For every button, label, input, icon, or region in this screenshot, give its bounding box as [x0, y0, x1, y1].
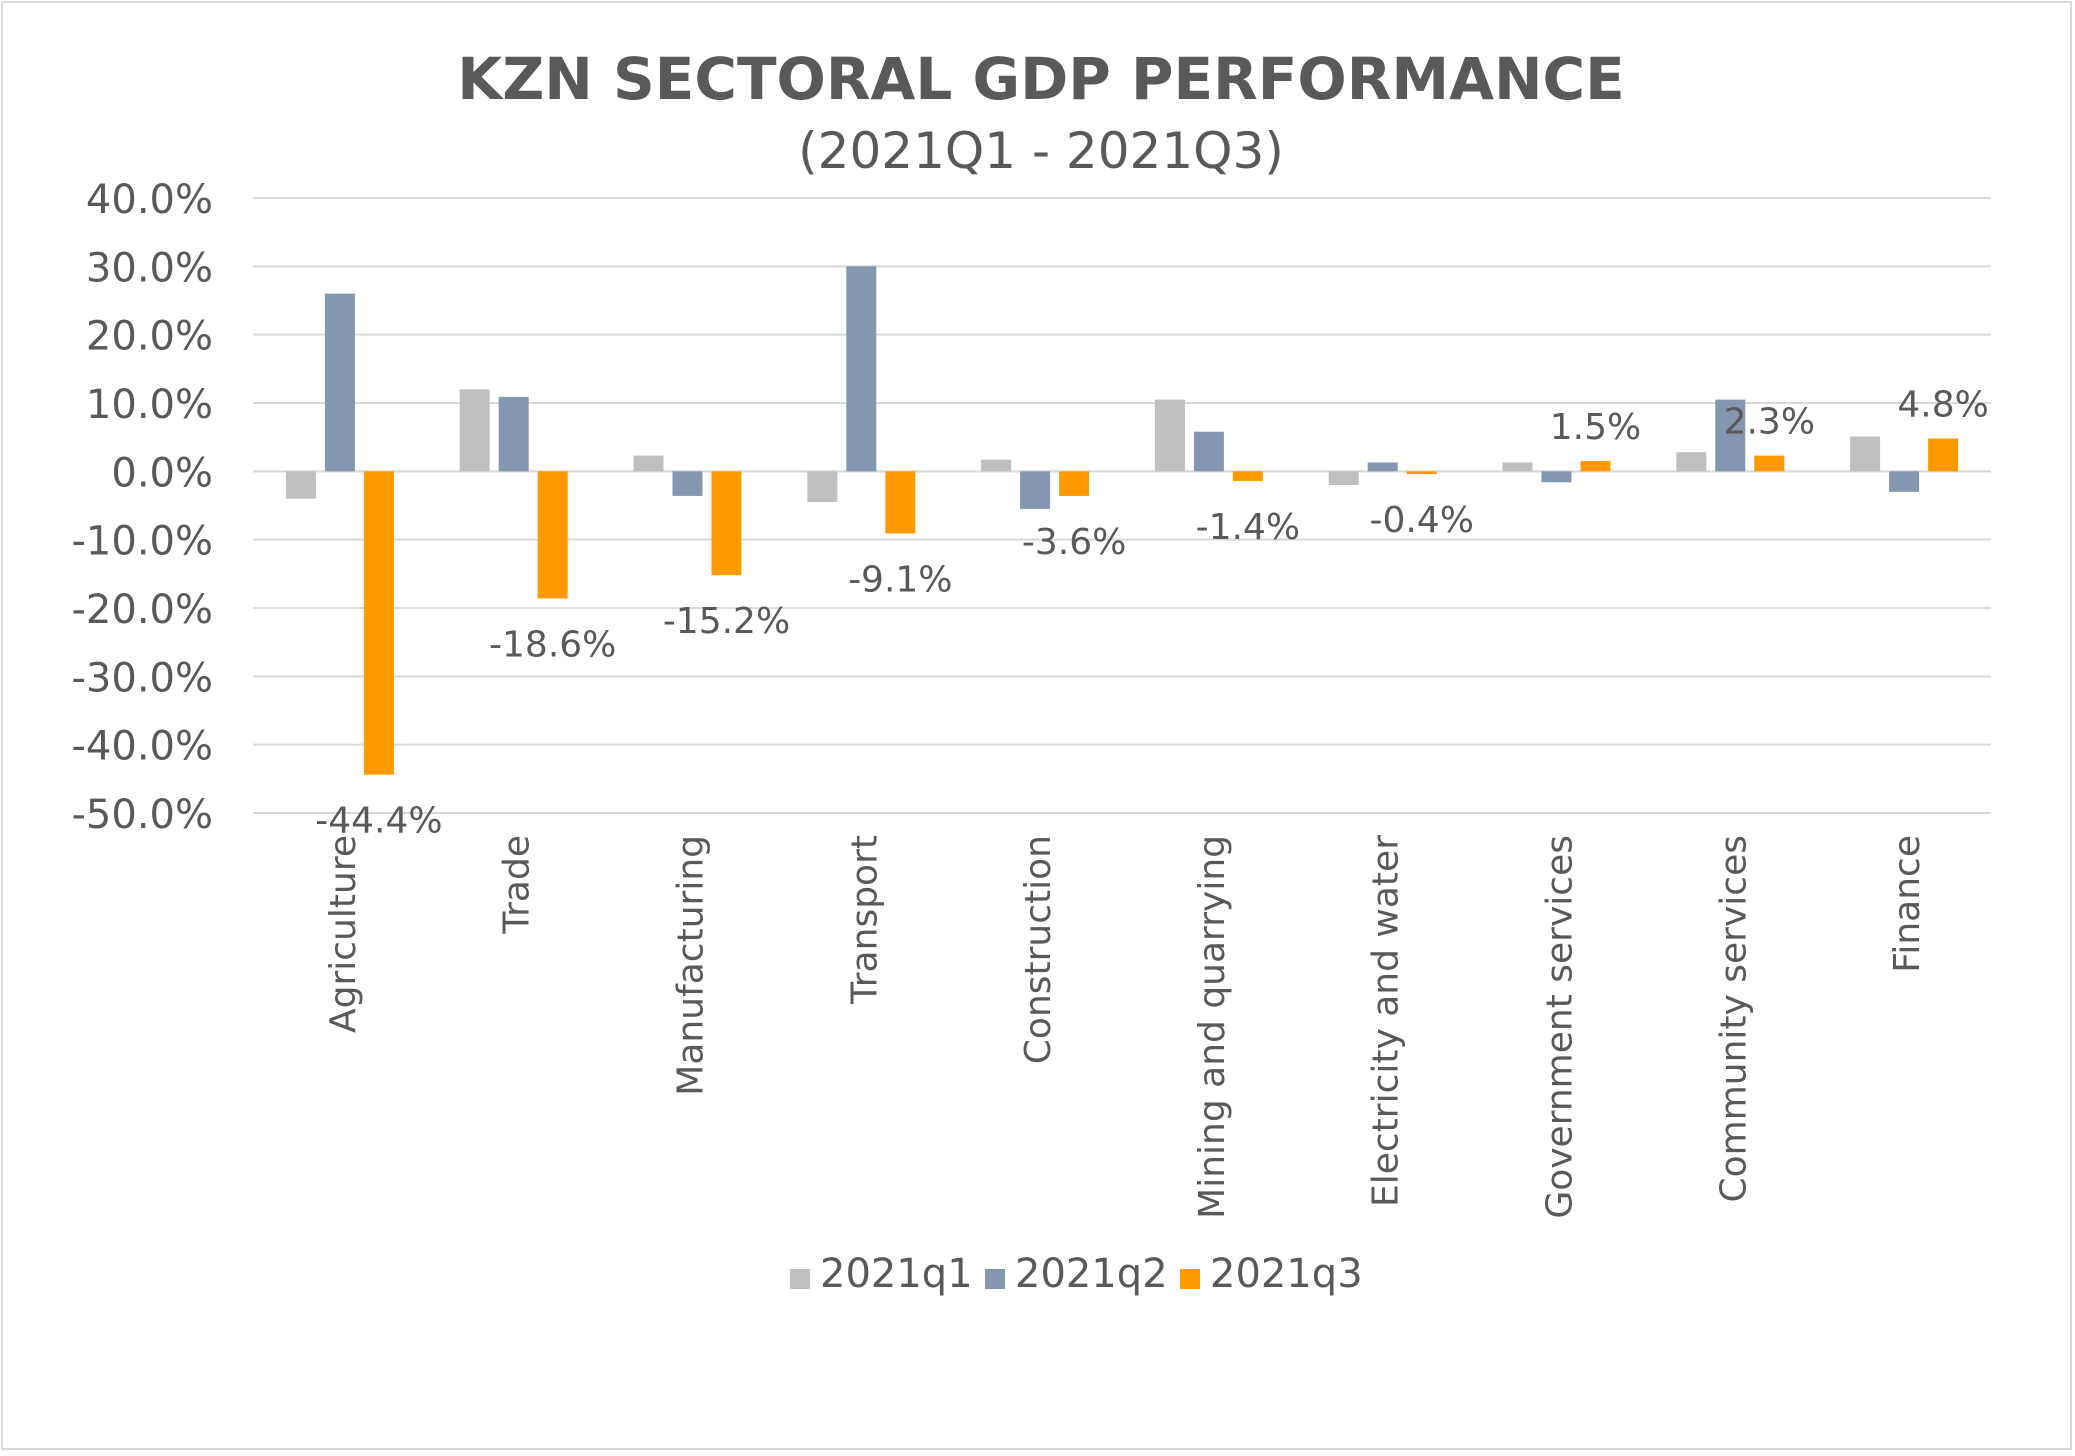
legend-label-2021q3: 2021q3 [1210, 1251, 1363, 1297]
bar-2021q1 [459, 389, 490, 472]
bar-2021q2 [1367, 462, 1398, 472]
bar-2021q2 [1193, 431, 1224, 472]
legend-label-2021q2: 2021q2 [1015, 1251, 1168, 1297]
bar-2021q1 [1676, 452, 1707, 472]
bar-2021q3 [1232, 471, 1263, 481]
chart-subtitle: (2021Q1 - 2021Q3) [798, 122, 1284, 180]
chart-svg: KZN SECTORAL GDP PERFORMANCE (2021Q1 - 2… [71, 45, 1991, 1297]
bar-2021q1 [807, 471, 838, 503]
bar-2021q2 [1020, 471, 1051, 509]
legend: 2021q1 2021q2 2021q3 [790, 1251, 1363, 1297]
y-axis-ticks: 40.0% 30.0% 20.0% 10.0% 0.0% -10.0% -20.0% -30.… [71, 177, 213, 838]
bar-2021q1 [1850, 436, 1881, 472]
data-label: -44.4% [315, 801, 442, 842]
legend-swatch-2021q2 [985, 1269, 1005, 1289]
x-category-label: Mining and quarrying [1192, 835, 1233, 1219]
bar-2021q3 [1754, 455, 1785, 472]
data-label: 2.3% [1724, 402, 1815, 443]
x-category-label: Trade [497, 835, 538, 935]
bar-2021q2 [324, 293, 355, 472]
data-label: -3.6% [1022, 522, 1126, 563]
bar-2021q3 [1580, 461, 1611, 472]
legend-label-2021q1: 2021q1 [820, 1251, 973, 1297]
bar-2021q2 [1889, 471, 1920, 492]
bar-2021q2 [1541, 471, 1572, 483]
bar-2021q3 [537, 471, 568, 599]
y-tick-label: -20.0% [71, 587, 213, 633]
y-tick-label: 40.0% [86, 177, 213, 223]
data-label: 4.8% [1897, 385, 1988, 426]
data-label: -18.6% [489, 624, 616, 665]
x-category-label: Transport [844, 835, 885, 1005]
bar-2021q3 [1406, 471, 1437, 475]
bar-2021q1 [285, 471, 316, 499]
y-tick-label: -50.0% [71, 792, 213, 838]
y-tick-label: 20.0% [86, 314, 213, 360]
bar-2021q3 [885, 471, 916, 534]
bar-2021q1 [633, 455, 664, 472]
bar-2021q1 [1154, 399, 1185, 472]
bars [285, 266, 1959, 775]
data-label: -15.2% [663, 601, 790, 642]
data-label: -0.4% [1369, 500, 1473, 541]
bar-2021q3 [1928, 438, 1959, 472]
data-labels: -44.4% -18.6% -15.2% -9.1% -3.6% -1.4% -0.4% 1.… [315, 385, 1989, 842]
y-tick-label: -40.0% [71, 724, 213, 770]
y-tick-label: 30.0% [86, 245, 213, 291]
x-category-label: Agriculture [323, 835, 364, 1033]
x-category-label: Construction [1018, 835, 1059, 1064]
bar-2021q1 [1502, 462, 1533, 472]
bar-2021q1 [981, 459, 1012, 472]
y-tick-label: 0.0% [111, 450, 213, 496]
bar-2021q2 [846, 266, 877, 472]
legend-swatch-2021q3 [1180, 1269, 1200, 1289]
y-tick-label: -10.0% [71, 519, 213, 565]
bar-2021q3 [363, 471, 394, 775]
x-axis-categories: Agriculture Trade Manufacturing Transport Co… [323, 835, 1928, 1219]
x-category-label: Electricity and water [1366, 835, 1407, 1207]
bar-2021q3 [711, 471, 742, 576]
gridlines [253, 197, 1991, 814]
x-category-label: Government services [1540, 835, 1581, 1219]
x-category-label: Finance [1887, 835, 1928, 973]
x-category-label: Community services [1713, 835, 1754, 1203]
legend-swatch-2021q1 [790, 1269, 810, 1289]
y-tick-label: -30.0% [71, 655, 213, 701]
chart-title: KZN SECTORAL GDP PERFORMANCE [457, 45, 1624, 113]
x-category-label: Manufacturing [671, 835, 712, 1096]
bar-2021q1 [1328, 471, 1359, 485]
data-label: 1.5% [1550, 407, 1641, 448]
bar-2021q2 [498, 396, 529, 472]
y-tick-label: 10.0% [86, 382, 213, 428]
bar-2021q2 [1715, 399, 1746, 472]
bar-2021q3 [1059, 471, 1090, 496]
bar-2021q2 [672, 471, 703, 496]
data-label: -9.1% [848, 560, 952, 601]
data-label: -1.4% [1196, 507, 1300, 548]
